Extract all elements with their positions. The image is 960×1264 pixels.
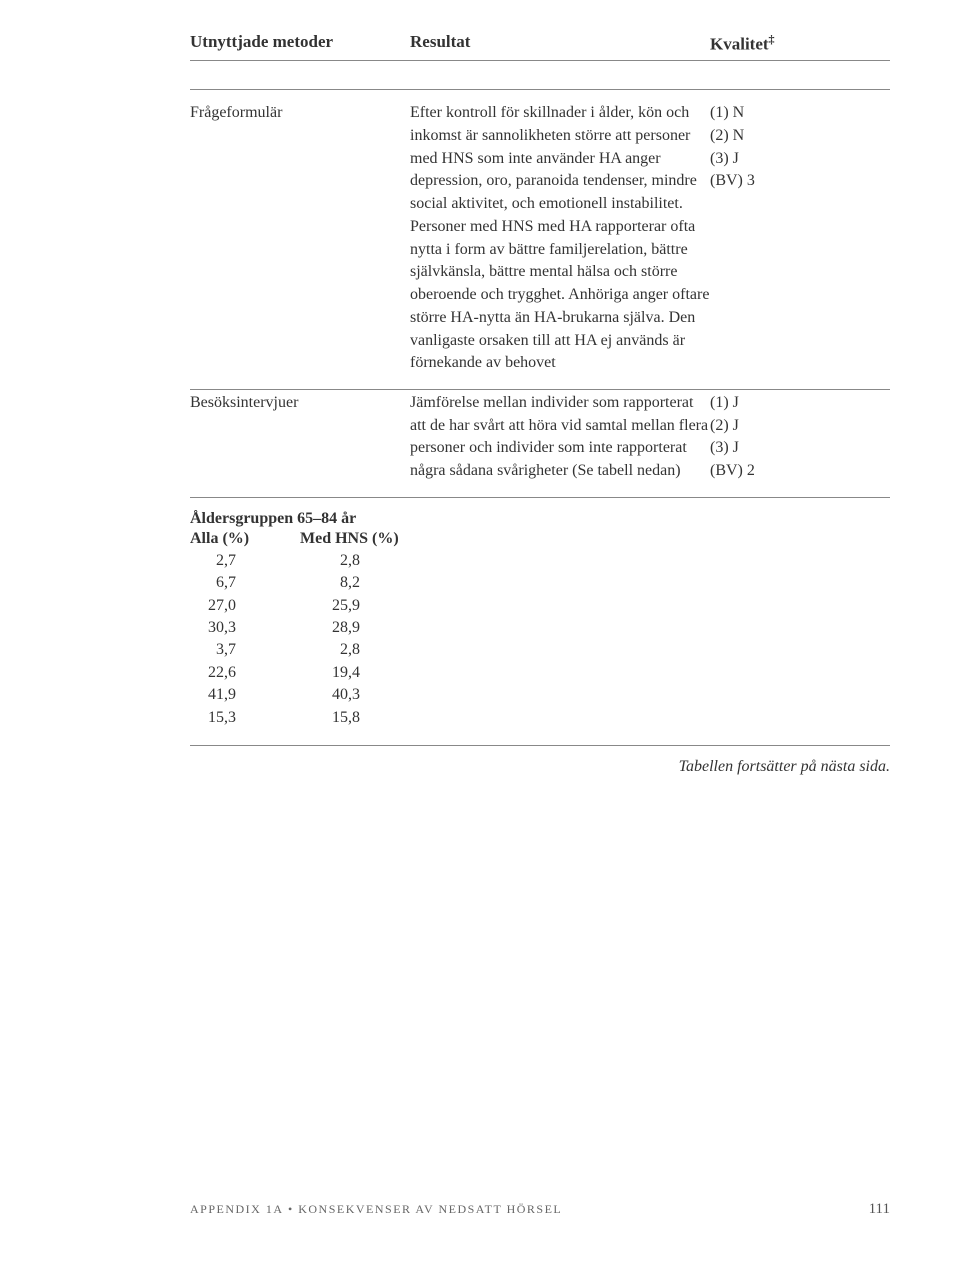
quality-cell: (1) J (2) J (3) J (BV) 2 [710, 392, 890, 483]
table-header-row: Utnyttjade metoder Resultat Kvalitet‡ [190, 32, 890, 61]
method-cell: Besöksintervjuer [190, 392, 410, 483]
age-value-all: 15,3 [190, 707, 300, 729]
age-value-all: 41,9 [190, 684, 300, 706]
age-value-all: 27,0 [190, 595, 300, 617]
footer-separator: • [288, 1202, 294, 1216]
table-row: BesöksintervjuerJämförelse mellan indivi… [190, 390, 890, 498]
age-value-all: 6,7 [190, 572, 300, 594]
result-cell: Efter kontroll för skillnader i ålder, k… [410, 102, 710, 375]
age-data-row: 27,025,9 [190, 595, 890, 617]
footer-left: APPENDIX 1A • KONSEKVENSER AV NEDSATT HÖ… [190, 1202, 562, 1217]
age-data-row: 6,78,2 [190, 572, 890, 594]
age-data-rows: 2,72,86,78,227,025,930,328,93,72,822,619… [190, 550, 890, 729]
continuation-note: Tabellen fortsätter på nästa sida. [190, 758, 890, 776]
age-value-hns: 8,2 [300, 572, 460, 594]
footer-page-number: 111 [869, 1201, 890, 1218]
age-data-row: 15,315,8 [190, 707, 890, 729]
header-col-methods: Utnyttjade metoder [190, 32, 333, 51]
table-body: FrågeformulärEfter kontroll för skillnad… [190, 100, 890, 498]
age-value-hns: 25,9 [300, 595, 460, 617]
method-cell: Frågeformulär [190, 102, 410, 375]
age-value-hns: 19,4 [300, 662, 460, 684]
age-value-hns: 2,8 [300, 639, 460, 661]
age-data-row: 3,72,8 [190, 639, 890, 661]
age-col1-header: Alla (%) [190, 530, 249, 547]
rule-line [190, 89, 890, 90]
age-value-hns: 28,9 [300, 617, 460, 639]
age-value-all: 30,3 [190, 617, 300, 639]
age-data-row: 41,940,3 [190, 684, 890, 706]
age-data-row: 22,619,4 [190, 662, 890, 684]
age-value-hns: 40,3 [300, 684, 460, 706]
header-col-quality: Kvalitet [710, 34, 769, 53]
header-col-quality-sup: ‡ [769, 32, 775, 46]
age-data-row: 30,328,9 [190, 617, 890, 639]
age-value-hns: 2,8 [300, 550, 460, 572]
age-col2-header: Med HNS (%) [300, 530, 399, 547]
age-group-block: Åldersgruppen 65–84 år Alla (%) Med HNS … [190, 498, 890, 746]
age-value-all: 22,6 [190, 662, 300, 684]
table-row: FrågeformulärEfter kontroll för skillnad… [190, 100, 890, 390]
age-value-all: 3,7 [190, 639, 300, 661]
age-value-all: 2,7 [190, 550, 300, 572]
result-cell: Jämförelse mellan individer som rapporte… [410, 392, 710, 483]
footer-appendix: APPENDIX 1A [190, 1202, 284, 1216]
age-value-hns: 15,8 [300, 707, 460, 729]
header-col-result: Resultat [410, 32, 470, 51]
age-data-row: 2,72,8 [190, 550, 890, 572]
quality-cell: (1) N (2) N (3) J (BV) 3 [710, 102, 890, 375]
page-footer: APPENDIX 1A • KONSEKVENSER AV NEDSATT HÖ… [190, 1201, 890, 1218]
footer-subtitle: KONSEKVENSER AV NEDSATT HÖRSEL [298, 1202, 562, 1216]
age-group-title: Åldersgruppen 65–84 år [190, 510, 356, 528]
